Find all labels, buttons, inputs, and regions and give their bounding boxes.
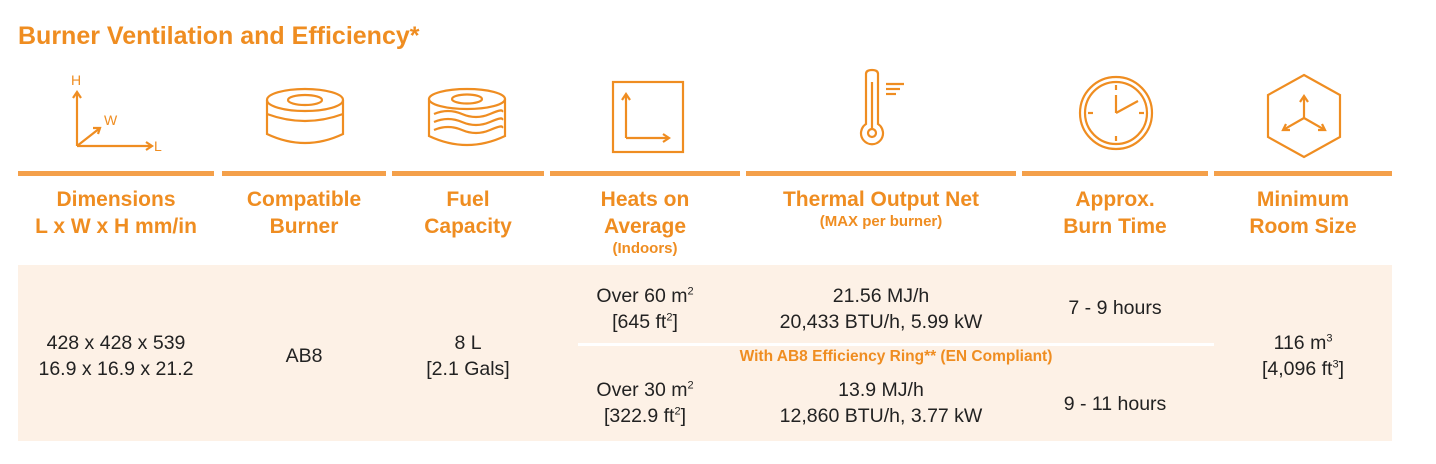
column-rule-burn-time — [1022, 171, 1208, 176]
burn-time-ring: 9 - 11 hours — [1063, 393, 1167, 415]
axis-w-label: W — [104, 112, 118, 128]
room-area-icon — [611, 80, 685, 154]
cell-burner-value: AB8 — [285, 345, 323, 367]
heats-ring-ft-exp: 2 — [674, 405, 681, 418]
heats-standard-ft-exp: 2 — [666, 311, 673, 324]
cell-burner: AB8 — [222, 343, 386, 369]
header-dimensions-line1: Dimensions — [56, 188, 176, 211]
thermometer-icon — [856, 68, 916, 152]
header-fuel-line2: Capacity — [424, 215, 512, 238]
cell-dimensions-mm: 428 x 428 x 539 — [46, 332, 186, 354]
header-thermal: Thermal Output Net (MAX per burner) — [746, 186, 1016, 231]
thermal-ring-mj: 13.9 MJ/h — [838, 379, 924, 401]
thermal-standard-mj: 21.56 MJ/h — [832, 285, 930, 307]
efficiency-ring-label: With AB8 Efficiency Ring** (EN Compliant… — [739, 348, 1053, 365]
heats-ring-m: Over 30 m — [596, 379, 688, 401]
cell-heats-standard: Over 60 m2 [645 ft2] — [596, 285, 694, 333]
header-burner-line2: Burner — [269, 215, 339, 238]
cell-fuel: 8 L [2.1 Gals] — [392, 330, 544, 382]
heats-standard-m: Over 60 m — [596, 285, 688, 307]
axes-hwl-icon: H W L — [60, 70, 170, 155]
cell-burn-time-standard: 7 - 9 hours — [1022, 295, 1208, 321]
column-rule-thermal — [746, 171, 1016, 176]
column-rule-fuel — [392, 171, 544, 176]
header-heats-sub: (Indoors) — [612, 240, 678, 257]
burn-time-standard: 7 - 9 hours — [1068, 297, 1162, 319]
cell-dimensions-in: 16.9 x 16.9 x 21.2 — [38, 358, 194, 380]
header-fuel: Fuel Capacity — [392, 186, 544, 240]
header-fuel-line1: Fuel — [446, 188, 490, 211]
room-size-ft-exp: 3 — [1332, 358, 1339, 371]
room-size-ft: [4,096 ft — [1261, 358, 1333, 380]
header-heats: Heats on Average (Indoors) — [550, 186, 740, 258]
heats-ring-m-exp: 2 — [687, 379, 694, 392]
cell-burn-time-ring: 9 - 11 hours — [1022, 391, 1208, 417]
cell-fuel-gallons: [2.1 Gals] — [426, 358, 510, 380]
room-size-m: 116 m — [1273, 332, 1327, 354]
header-dimensions: Dimensions L x W x H mm/in — [18, 186, 214, 240]
burner-icon — [262, 86, 348, 148]
header-burner-line1: Compatible — [246, 188, 362, 211]
fuel-canister-icon — [424, 86, 510, 150]
cell-heats-ring: Over 30 m2 [322.9 ft2] — [596, 379, 694, 427]
thermal-standard-btu: 20,433 BTU/h, 5.99 kW — [779, 311, 983, 333]
room-size-m-exp: 3 — [1326, 332, 1333, 345]
header-room-size-line1: Minimum — [1256, 188, 1350, 211]
data-row-band — [18, 265, 1392, 441]
column-rule-burner — [222, 171, 386, 176]
header-burner: Compatible Burner — [222, 186, 386, 240]
thermal-ring-btu: 12,860 BTU/h, 3.77 kW — [779, 405, 983, 427]
column-rule-dimensions — [18, 171, 214, 176]
header-heats-line1: Heats on — [600, 188, 690, 211]
cell-room-size: 116 m3 [4,096 ft3] — [1261, 332, 1344, 380]
header-room-size: Minimum Room Size — [1214, 186, 1392, 240]
header-thermal-line1: Thermal Output Net — [782, 188, 979, 211]
axis-l-label: L — [154, 138, 162, 154]
header-room-size-line2: Room Size — [1249, 215, 1357, 238]
ring-divider — [578, 343, 1214, 346]
cell-fuel-litres: 8 L — [454, 332, 482, 354]
column-rule-heats — [550, 171, 740, 176]
room-cube-icon — [1264, 72, 1344, 162]
header-thermal-sub: (MAX per burner) — [819, 213, 943, 230]
clock-icon — [1076, 73, 1156, 153]
cell-thermal-ring: 13.9 MJ/h 12,860 BTU/h, 3.77 kW — [746, 377, 1016, 429]
header-burn-time-line1: Approx. — [1075, 188, 1155, 211]
header-dimensions-line2: L x W x H mm/in — [35, 215, 197, 238]
column-rule-room-size — [1214, 171, 1392, 176]
page-title: Burner Ventilation and Efficiency* — [18, 22, 420, 50]
header-heats-line2: Average — [603, 215, 687, 238]
heats-standard-m-exp: 2 — [687, 285, 694, 298]
axis-h-label: H — [71, 72, 81, 88]
header-burn-time: Approx. Burn Time — [1022, 186, 1208, 240]
heats-standard-ft: [645 ft — [612, 311, 667, 333]
cell-thermal-standard: 21.56 MJ/h 20,433 BTU/h, 5.99 kW — [746, 283, 1016, 335]
header-burn-time-line2: Burn Time — [1063, 215, 1167, 238]
cell-dimensions: 428 x 428 x 539 16.9 x 16.9 x 21.2 — [18, 330, 214, 382]
heats-ring-ft: [322.9 ft — [603, 405, 675, 427]
